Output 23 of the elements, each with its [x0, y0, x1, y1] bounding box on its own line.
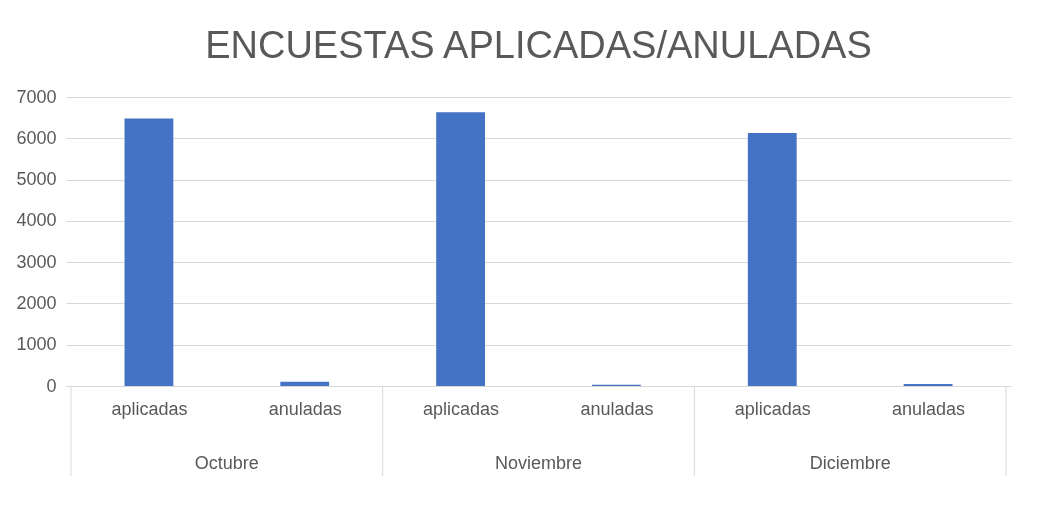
- x-tick-label: anuladas: [268, 398, 342, 419]
- y-tick-label: 3000: [16, 251, 57, 272]
- y-tick-label: 2000: [16, 292, 57, 313]
- y-tick-label: 1000: [16, 334, 57, 355]
- text: Octubre: [194, 453, 259, 473]
- bar: [436, 112, 485, 386]
- y-tick-label: 5000: [16, 169, 57, 190]
- y-tick-label: 7000: [16, 86, 57, 107]
- chart-title: ENCUESTAS APLICADAS/ANULADAS: [205, 24, 872, 66]
- y-tick-label: 4000: [16, 210, 57, 231]
- x-tick-label: aplicadas: [111, 398, 188, 419]
- bar: [280, 381, 330, 386]
- x-tick-label: aplicadas: [423, 398, 500, 419]
- x-tick-label: aplicadas: [734, 398, 811, 419]
- bar: [124, 118, 174, 386]
- bar: [903, 383, 953, 386]
- text: Diciembre: [809, 453, 891, 473]
- y-tick-label: 6000: [16, 127, 57, 148]
- y-tick-label: 0: [46, 375, 57, 396]
- bar: [747, 132, 797, 386]
- x-tick-label: anuladas: [580, 398, 654, 419]
- x-tick-label: anuladas: [892, 398, 966, 419]
- text: Noviembre: [494, 453, 583, 473]
